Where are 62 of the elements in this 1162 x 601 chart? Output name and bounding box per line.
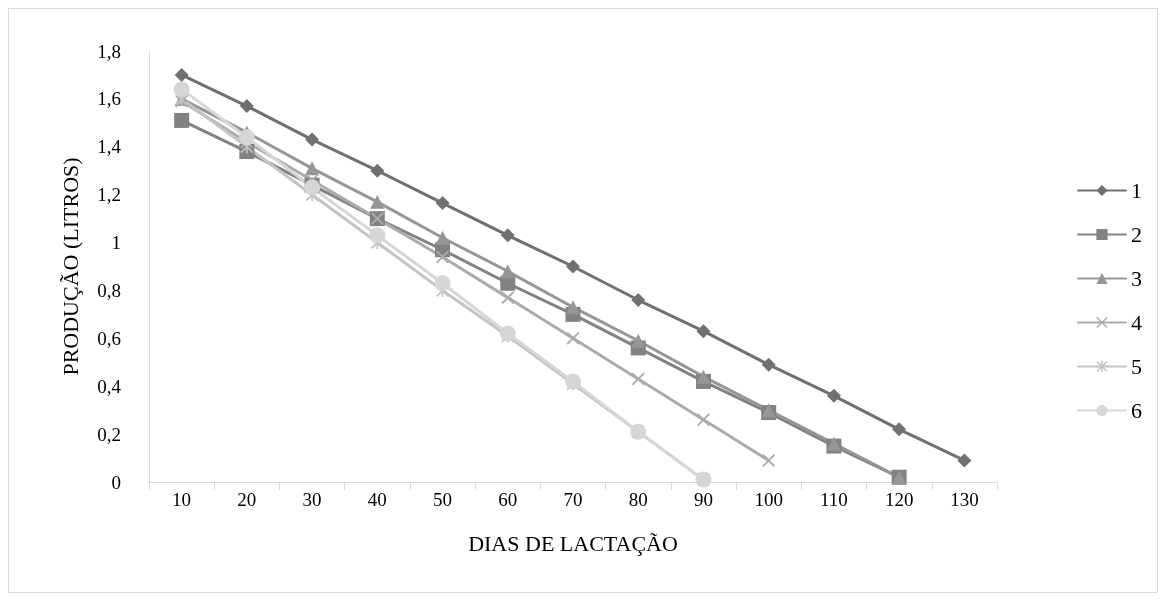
legend-label: 5 bbox=[1131, 354, 1142, 379]
legend-label: 1 bbox=[1131, 178, 1142, 203]
x-tick-label: 40 bbox=[367, 489, 387, 510]
point bbox=[434, 275, 451, 292]
x-tick-label: 110 bbox=[820, 489, 848, 510]
y-tick-label: 0,8 bbox=[97, 279, 121, 301]
point bbox=[173, 81, 190, 98]
y-tick-label: 1 bbox=[111, 232, 121, 254]
point bbox=[305, 132, 320, 147]
legend-label: 3 bbox=[1131, 266, 1142, 291]
point bbox=[761, 357, 776, 372]
legend-label: 4 bbox=[1131, 310, 1142, 335]
y-tick-label: 0,4 bbox=[97, 375, 122, 397]
point bbox=[892, 422, 907, 437]
y-tick-label: 1,4 bbox=[97, 136, 122, 158]
point bbox=[566, 300, 580, 315]
x-tick-label: 90 bbox=[693, 489, 713, 510]
point bbox=[370, 194, 385, 209]
x-tick-label: 100 bbox=[754, 489, 783, 510]
point bbox=[696, 413, 710, 427]
point bbox=[826, 388, 841, 403]
y-tick-label: 1,8 bbox=[97, 40, 121, 62]
x-tick-label: 80 bbox=[628, 489, 648, 510]
x-tick-label: 30 bbox=[302, 489, 322, 510]
point bbox=[435, 230, 450, 245]
point bbox=[174, 67, 189, 82]
y-tick-label: 1,2 bbox=[97, 184, 121, 206]
x-tick-label: 120 bbox=[884, 489, 914, 510]
x-tick-label: 20 bbox=[237, 489, 257, 510]
point bbox=[500, 264, 515, 279]
x-tick-label: 60 bbox=[498, 489, 518, 510]
point bbox=[369, 227, 386, 244]
y-tick-label: 1,6 bbox=[97, 88, 121, 110]
point bbox=[696, 369, 711, 384]
point bbox=[499, 325, 516, 342]
point bbox=[435, 196, 450, 211]
point bbox=[566, 259, 580, 274]
x-tick-label: 50 bbox=[433, 489, 453, 510]
y-tick-label: 0,2 bbox=[97, 423, 121, 445]
legend-label: 2 bbox=[1131, 222, 1142, 247]
point bbox=[238, 129, 255, 146]
point bbox=[957, 453, 972, 468]
point bbox=[696, 324, 711, 339]
point bbox=[501, 291, 515, 305]
point bbox=[305, 161, 320, 176]
point bbox=[631, 372, 645, 386]
x-axis-title: DIAS DE LACTAÇÃO bbox=[468, 530, 678, 556]
point bbox=[631, 293, 646, 308]
x-tick-label: 130 bbox=[950, 489, 979, 510]
point bbox=[500, 228, 515, 243]
point bbox=[762, 453, 776, 467]
point bbox=[174, 112, 190, 128]
x-tick-label: 10 bbox=[172, 489, 192, 510]
point bbox=[631, 333, 646, 348]
y-tick-label: 0 bbox=[111, 471, 121, 493]
legend-label: 6 bbox=[1131, 398, 1142, 423]
point bbox=[239, 99, 254, 114]
y-tick-label: 0,6 bbox=[97, 327, 121, 349]
point bbox=[370, 163, 385, 178]
y-axis-title: PRODUÇÃO (LITROS) bbox=[57, 157, 83, 376]
point bbox=[565, 373, 581, 390]
x-tick-label: 70 bbox=[563, 489, 583, 510]
